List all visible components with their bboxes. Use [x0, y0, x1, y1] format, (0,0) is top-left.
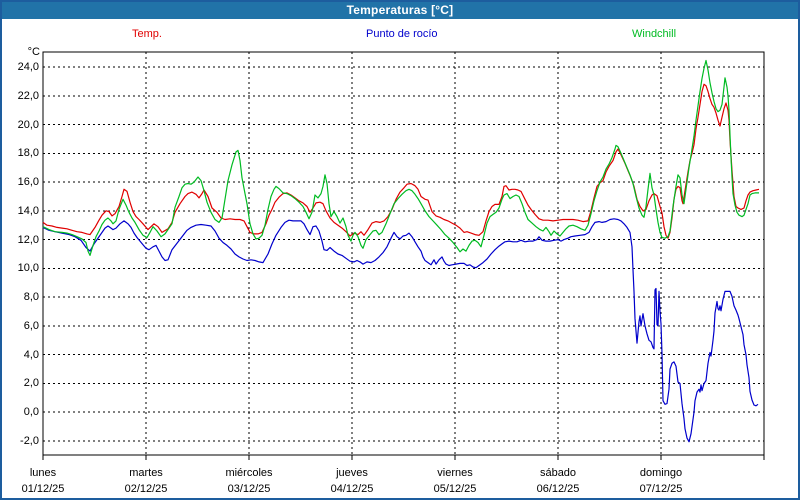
x-day-date-label: 01/12/25 — [21, 483, 65, 495]
y-tick-label: 2,0 — [23, 377, 39, 390]
legend-windchill-label: Windchill — [632, 28, 677, 40]
x-day-name-label: domingo — [639, 467, 683, 479]
y-tick-label: 8,0 — [23, 291, 39, 304]
y-tick-label: -2,0 — [20, 435, 39, 447]
x-day-name-label: lunes — [29, 467, 57, 479]
legend-temp-label: Temp. — [132, 28, 162, 40]
y-tick-label: 6,0 — [23, 319, 39, 332]
temp-line — [42, 83, 760, 239]
y-tick-label: 24,0 — [17, 61, 39, 73]
y-tick-label: 14,0 — [17, 204, 39, 217]
y-tick-label: 16,0 — [17, 176, 39, 189]
x-day-date-label: 06/12/25 — [536, 483, 580, 495]
plot-border — [42, 51, 765, 456]
y-tick-label: 20,0 — [17, 118, 39, 131]
x-day-name-label: viernes — [437, 467, 473, 479]
dewpoint-line — [42, 218, 759, 443]
legend-dewpoint-label: Punto de rocío — [366, 28, 438, 40]
y-tick-label: 18,0 — [17, 147, 39, 160]
y-axis-unit-label: °C — [27, 46, 40, 58]
x-day-date-label: 07/12/25 — [639, 483, 683, 495]
window-title: Temperaturas [°C] — [2, 2, 798, 19]
x-day-name-label: martes — [129, 467, 163, 479]
x-day-name-label: miércoles — [225, 467, 273, 479]
windchill-line — [42, 59, 759, 256]
y-tick-label: 22,0 — [17, 89, 39, 102]
x-day-date-label: 02/12/25 — [124, 483, 168, 495]
x-day-date-label: 05/12/25 — [433, 483, 477, 495]
x-day-date-label: 03/12/25 — [227, 483, 271, 495]
x-day-name-label: jueves — [336, 467, 368, 479]
y-tick-label: 10,0 — [17, 262, 39, 275]
x-day-date-label: 04/12/25 — [330, 483, 374, 495]
y-tick-label: 0,0 — [23, 406, 39, 419]
y-tick-label: 12,0 — [17, 233, 39, 246]
y-tick-label: 4,0 — [23, 348, 39, 361]
x-day-name-label: sábado — [539, 467, 577, 479]
